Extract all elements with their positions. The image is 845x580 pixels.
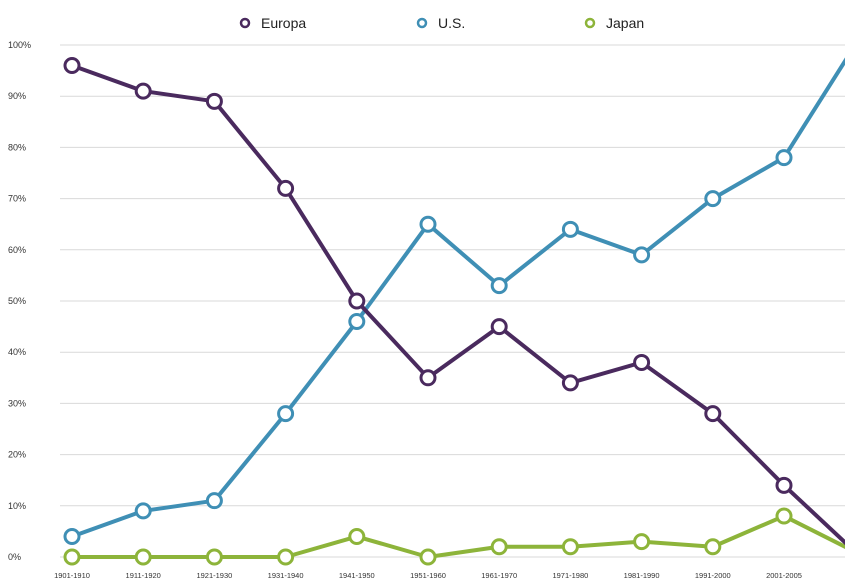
series-line — [70, 57, 845, 539]
data-point — [490, 318, 508, 336]
legend: Europa U.S. Japan — [239, 15, 644, 31]
legend-marker — [584, 17, 596, 29]
series-line — [70, 514, 845, 559]
data-point — [490, 538, 508, 556]
data-point — [704, 405, 722, 423]
x-tick-label: 1961-1970 — [481, 571, 517, 580]
data-point — [419, 369, 437, 387]
x-tick-label: 1921-1930 — [196, 571, 232, 580]
legend-label: Europa — [261, 15, 306, 31]
gridlines — [60, 44, 845, 558]
data-point — [704, 190, 722, 208]
series-line — [70, 63, 845, 546]
series-group — [63, 56, 845, 566]
data-point — [775, 476, 793, 494]
data-point — [277, 405, 295, 423]
data-point — [134, 548, 152, 566]
data-point — [348, 312, 366, 330]
data-point — [205, 548, 223, 566]
data-point — [63, 548, 81, 566]
data-point — [633, 533, 651, 551]
legend-marker — [239, 17, 251, 29]
data-point — [134, 82, 152, 100]
data-point — [63, 56, 81, 74]
y-tick-label: 40% — [8, 347, 26, 357]
y-tick-label: 80% — [8, 142, 26, 152]
x-tick-label: 1981-1990 — [624, 571, 660, 580]
y-tick-label: 70% — [8, 194, 26, 204]
data-point — [561, 538, 579, 556]
data-point — [134, 502, 152, 520]
data-point — [775, 507, 793, 525]
legend-marker — [416, 17, 428, 29]
data-point — [205, 492, 223, 510]
x-tick-label: 1901-1910 — [54, 571, 90, 580]
data-point — [348, 528, 366, 546]
data-point — [277, 548, 295, 566]
data-point — [633, 246, 651, 264]
legend-label: Japan — [606, 15, 644, 31]
data-point — [561, 220, 579, 238]
y-axis: 0% 10% 20% 30% 40% 50% 60% 70% 80% 90% 100% — [8, 40, 31, 562]
data-point — [561, 374, 579, 392]
data-point — [419, 215, 437, 233]
data-point — [277, 179, 295, 197]
y-tick-label: 20% — [8, 450, 26, 460]
x-tick-label: 1911-1920 — [126, 571, 161, 580]
y-tick-label: 100% — [8, 40, 31, 50]
y-tick-label: 90% — [8, 91, 26, 101]
data-point — [490, 277, 508, 295]
data-point — [633, 353, 651, 371]
x-tick-label: 1931-1940 — [268, 571, 304, 580]
data-point — [348, 292, 366, 310]
x-axis: 1901-1910 1911-1920 1921-1930 1931-1940 1941… — [54, 571, 802, 580]
data-point — [704, 538, 722, 556]
x-tick-label: 1951-1960 — [410, 571, 446, 580]
y-tick-label: 60% — [8, 245, 26, 255]
legend-label: U.S. — [438, 15, 465, 31]
y-tick-label: 30% — [8, 398, 26, 408]
data-point — [419, 548, 437, 566]
y-tick-label: 0% — [8, 552, 21, 562]
x-tick-label: 1971-1980 — [552, 571, 588, 580]
y-tick-label: 50% — [8, 296, 26, 306]
data-point — [775, 149, 793, 167]
x-tick-label: 1941-1950 — [339, 571, 375, 580]
y-tick-label: 10% — [8, 501, 26, 511]
x-tick-label: 1991-2000 — [695, 571, 731, 580]
data-point — [63, 528, 81, 546]
data-point — [205, 92, 223, 110]
x-tick-label: 2001-2005 — [766, 571, 802, 580]
